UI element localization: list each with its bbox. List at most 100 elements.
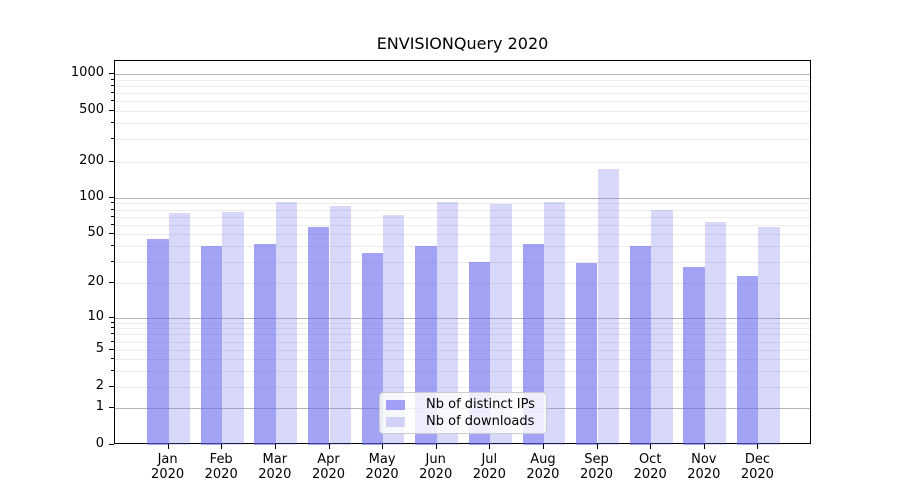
y-tick-minor-200 [111, 161, 114, 162]
y-gridline-minor-500 [115, 111, 810, 112]
bar-nb-of-downloads-feb [222, 212, 244, 445]
bar-nb-of-downloads-jun [436, 201, 459, 445]
y-gridline-minor-20 [115, 283, 810, 285]
bar-nb-of-distinct-ips-feb [200, 246, 223, 445]
y-gridline-minor-300 [115, 139, 810, 141]
bar-nb-of-distinct-ips-nov [683, 267, 705, 445]
y-gridline-minor-30 [115, 261, 810, 263]
y-gridline-minor-400 [115, 123, 810, 125]
y-tick-minor-300 [111, 138, 114, 140]
y-tick-minor-90 [111, 202, 114, 204]
x-tick-sep [596, 444, 598, 449]
y-tick-minor-50 [111, 233, 114, 235]
y-tick-minor-70 [111, 215, 114, 217]
legend-swatch-downloads [386, 416, 405, 427]
bar-nb-of-downloads-apr [329, 206, 351, 445]
y-gridline-minor-40 [115, 246, 810, 248]
y-tick-1 [109, 406, 114, 408]
bar-nb-of-distinct-ips-mar [254, 243, 276, 445]
x-tick-label-nov: Nov 2020 [687, 452, 721, 482]
y-gridline-minor-4 [115, 358, 810, 360]
y-tick-label-1: 1 [95, 398, 104, 414]
x-tick-may [382, 444, 384, 449]
x-tick-label-jun: Jun 2020 [419, 452, 453, 482]
legend-label-downloads: Nb of downloads [426, 414, 535, 429]
y-tick-minor-80 [111, 208, 114, 210]
y-tick-100 [109, 196, 114, 198]
y-tick-minor-2 [111, 385, 114, 387]
y-gridline-minor-3 [115, 370, 810, 372]
y-tick-minor-9 [111, 321, 114, 323]
bar-nb-of-downloads-mar [275, 202, 298, 445]
x-tick-nov [703, 444, 705, 449]
y-gridline-minor-200 [115, 162, 810, 163]
y-tick-minor-600 [111, 100, 114, 102]
bar-nb-of-downloads-oct [651, 209, 673, 445]
x-tick-feb [221, 444, 223, 449]
y-tick-minor-8 [111, 327, 114, 329]
y-gridline-10 [115, 317, 810, 319]
y-tick-minor-20 [111, 282, 114, 284]
y-gridline-minor-70 [115, 216, 810, 218]
y-gridline-minor-600 [115, 101, 810, 103]
bar-nb-of-distinct-ips-oct [629, 246, 652, 445]
legend-label-distinct-ips: Nb of distinct IPs [426, 397, 535, 412]
y-tick-label-200: 200 [79, 153, 104, 168]
bar-nb-of-downloads-aug [543, 201, 566, 445]
x-tick-label-oct: Oct 2020 [633, 452, 667, 482]
y-gridline-minor-90 [115, 203, 810, 205]
x-tick-label-mar: Mar 2020 [258, 452, 292, 482]
x-tick-label-dec: Dec 2020 [740, 452, 774, 482]
y-tick-minor-30 [111, 260, 114, 262]
legend-item-distinct-ips: Nb of distinct IPs [386, 396, 540, 413]
x-tick-label-feb: Feb 2020 [204, 452, 238, 482]
y-tick-label-0: 0 [95, 435, 104, 451]
y-tick-minor-4 [111, 357, 114, 359]
bar-nb-of-downloads-dec [758, 226, 780, 445]
y-gridline-minor-700 [115, 93, 810, 95]
y-gridline-minor-800 [115, 86, 810, 88]
y-tick-label-20: 20 [87, 274, 104, 290]
y-tick-0 [109, 443, 114, 445]
y-gridline-minor-900 [115, 79, 810, 81]
x-tick-oct [650, 444, 652, 449]
y-tick-minor-700 [111, 92, 114, 94]
y-tick-minor-900 [111, 78, 114, 80]
y-gridline-100 [115, 197, 810, 199]
x-tick-label-sep: Sep 2020 [579, 452, 614, 482]
x-tick-jul [489, 444, 491, 449]
y-gridline-minor-80 [115, 209, 810, 211]
y-gridline-minor-60 [115, 224, 810, 226]
bar-nb-of-distinct-ips-dec [736, 275, 759, 445]
y-tick-10 [109, 316, 114, 318]
bar-nb-of-downloads-jan [168, 212, 190, 445]
y-gridline-minor-9 [115, 322, 810, 324]
x-tick-label-may: May 2020 [365, 452, 399, 482]
bar-nb-of-distinct-ips-apr [308, 226, 330, 445]
bar-nb-of-distinct-ips-may [361, 253, 383, 445]
x-tick-mar [274, 444, 276, 449]
y-gridline-minor-6 [115, 341, 810, 343]
y-tick-minor-400 [111, 122, 114, 124]
y-tick-label-50: 50 [87, 225, 104, 241]
y-tick-label-1000: 1000 [70, 65, 104, 81]
y-gridline-minor-5 [115, 350, 810, 351]
x-tick-aug [542, 444, 544, 449]
x-tick-jun [435, 444, 437, 449]
y-tick-label-100: 100 [79, 188, 104, 204]
bar-nb-of-distinct-ips-sep [576, 263, 598, 445]
y-tick-label-10: 10 [87, 308, 104, 324]
chart-title: ENVISIONQuery 2020 [376, 34, 549, 53]
x-tick-label-apr: Apr 2020 [311, 452, 346, 482]
bar-nb-of-distinct-ips-jan [147, 238, 169, 445]
x-tick-dec [757, 444, 759, 449]
y-tick-label-5: 5 [95, 341, 104, 356]
y-tick-1000 [109, 73, 114, 75]
y-tick-minor-5 [111, 349, 114, 350]
bar-nb-of-downloads-sep [597, 169, 619, 445]
bar-nb-of-downloads-jul [490, 204, 512, 445]
x-tick-label-aug: Aug 2020 [526, 452, 560, 482]
x-tick-label-jan: Jan 2020 [151, 452, 185, 482]
y-gridline-1000 [115, 74, 810, 76]
legend: Nb of distinct IPs Nb of downloads [379, 392, 547, 434]
